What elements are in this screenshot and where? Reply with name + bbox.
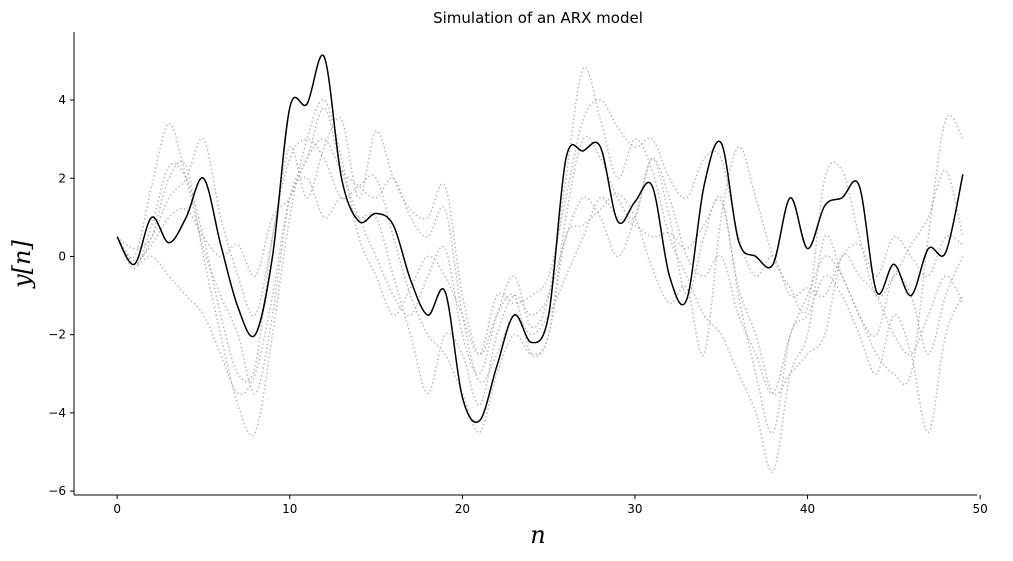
series-line xyxy=(116,117,964,358)
chart-title: Simulation of an ARX model xyxy=(433,9,643,27)
y-tick-label: −6 xyxy=(48,484,66,498)
series-line xyxy=(116,138,964,396)
y-axis-label: y[n] xyxy=(8,239,36,288)
y-tick-label: −2 xyxy=(48,328,66,342)
x-tick-label: 40 xyxy=(800,502,815,516)
x-tick-label: 10 xyxy=(282,502,297,516)
y-tick-label: 4 xyxy=(58,93,66,107)
x-tick-label: 50 xyxy=(973,502,988,516)
series-line xyxy=(116,99,964,437)
x-tick-label: 0 xyxy=(113,502,121,516)
x-axis-label: n xyxy=(530,521,545,549)
y-tick-label: 0 xyxy=(58,249,66,263)
x-tick-label: 30 xyxy=(627,502,642,516)
y-tick-label: −4 xyxy=(48,406,66,420)
plot-area xyxy=(116,54,964,473)
y-tick-label: 2 xyxy=(58,171,66,185)
x-tick-label: 20 xyxy=(455,502,470,516)
series-line xyxy=(116,135,964,434)
series-line xyxy=(116,54,964,424)
